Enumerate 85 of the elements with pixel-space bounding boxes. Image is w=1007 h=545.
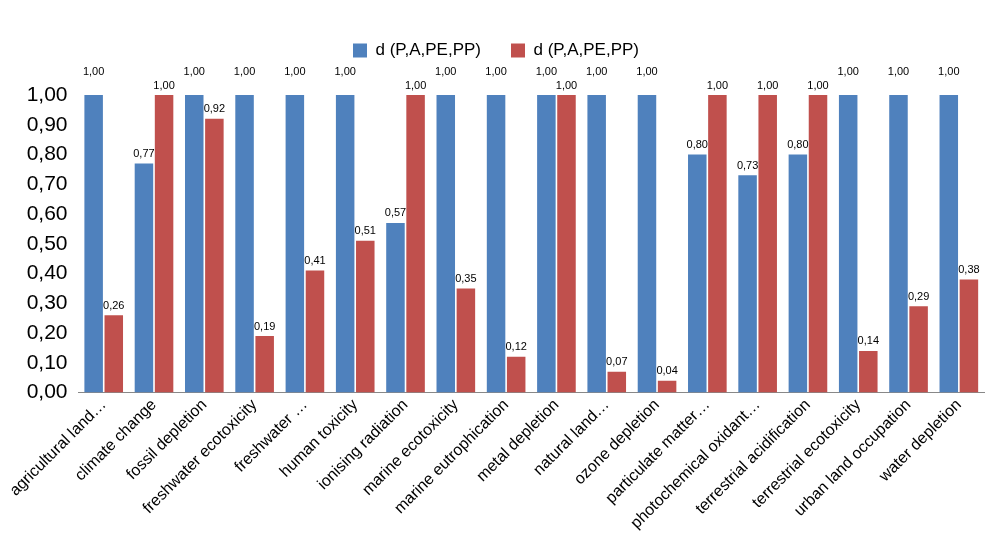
bar [305, 270, 325, 393]
bar [205, 118, 224, 393]
data-label: 1,00 [404, 78, 427, 91]
bar [356, 240, 375, 393]
data-label: 0,41 [304, 254, 326, 267]
bar [537, 95, 556, 393]
data-label: 1,00 [756, 78, 779, 91]
data-label: 1,00 [938, 64, 960, 77]
y-tick-label: 0,70 [26, 171, 68, 195]
bar [889, 95, 908, 393]
bar [758, 95, 777, 393]
bar [838, 95, 858, 393]
bar [859, 350, 878, 393]
legend-label: d (P,A,PE,PP) [375, 40, 481, 60]
bar [406, 95, 425, 393]
data-label: 0,38 [958, 263, 980, 275]
bar [657, 380, 677, 393]
data-label: 1,00 [153, 78, 175, 91]
bar [607, 371, 627, 393]
bar [134, 163, 154, 393]
bar [436, 95, 456, 393]
bar [637, 95, 657, 393]
bar [557, 95, 576, 393]
data-label: 1,00 [284, 64, 306, 77]
bar [939, 95, 959, 393]
bar [788, 154, 808, 393]
bar [84, 95, 103, 393]
data-label: 0,12 [505, 340, 527, 353]
data-label: 1,00 [334, 64, 356, 77]
data-label: 1,00 [233, 64, 256, 77]
y-tick-label: 0,20 [26, 319, 68, 343]
data-label: 0,29 [907, 289, 930, 302]
data-label: 1,00 [535, 64, 558, 77]
bar [486, 95, 506, 393]
data-label: 0,92 [203, 102, 226, 115]
bar [738, 175, 757, 393]
data-label: 1,00 [183, 64, 205, 77]
y-tick-label: 0,90 [26, 111, 68, 135]
data-label: 1,00 [837, 64, 859, 77]
bar [688, 154, 707, 393]
y-tick-label: 0,00 [26, 379, 68, 403]
y-tick-label: 0,80 [26, 141, 68, 165]
data-label: 0,80 [686, 138, 708, 151]
bar [335, 95, 355, 393]
data-label: 1,00 [555, 78, 578, 91]
bar [185, 95, 204, 393]
bar [104, 315, 124, 393]
bar [154, 95, 174, 393]
data-label: 1,00 [485, 64, 507, 77]
data-label: 0,77 [133, 146, 155, 159]
y-tick-label: 0,60 [26, 200, 68, 224]
data-label: 1,00 [636, 64, 658, 77]
y-tick-label: 1,00 [26, 81, 68, 105]
bar [255, 336, 274, 393]
y-tick-label: 0,50 [26, 230, 68, 254]
data-label: 1,00 [435, 64, 457, 77]
bar [456, 288, 476, 393]
data-label: 1,00 [82, 64, 105, 77]
y-tick-label: 0,10 [26, 349, 68, 373]
data-label: 1,00 [585, 64, 608, 77]
legend-label: d (P,A,PE,PP) [533, 40, 640, 60]
data-label: 1,00 [887, 64, 910, 77]
bar [909, 306, 928, 393]
data-label: 0,19 [253, 319, 276, 332]
data-label: 1,00 [807, 78, 829, 91]
data-label: 0,51 [354, 224, 376, 237]
data-label: 0,07 [606, 355, 628, 368]
data-label: 0,73 [736, 158, 759, 171]
data-label: 0,26 [103, 298, 125, 311]
data-label: 0,80 [787, 138, 809, 151]
bar [386, 222, 405, 393]
bar [506, 356, 526, 393]
bar [235, 95, 254, 393]
data-label: 0,57 [384, 206, 407, 219]
bar [285, 95, 305, 393]
data-label: 0,35 [455, 271, 477, 284]
bar [808, 95, 828, 393]
y-tick-label: 0,30 [26, 290, 68, 314]
bar [587, 95, 606, 393]
data-label: 0,14 [857, 334, 880, 347]
data-label: 0,04 [656, 364, 678, 377]
data-label: 1,00 [706, 78, 729, 91]
y-tick-label: 0,40 [26, 260, 68, 284]
bar [708, 95, 727, 393]
bar [959, 279, 979, 393]
